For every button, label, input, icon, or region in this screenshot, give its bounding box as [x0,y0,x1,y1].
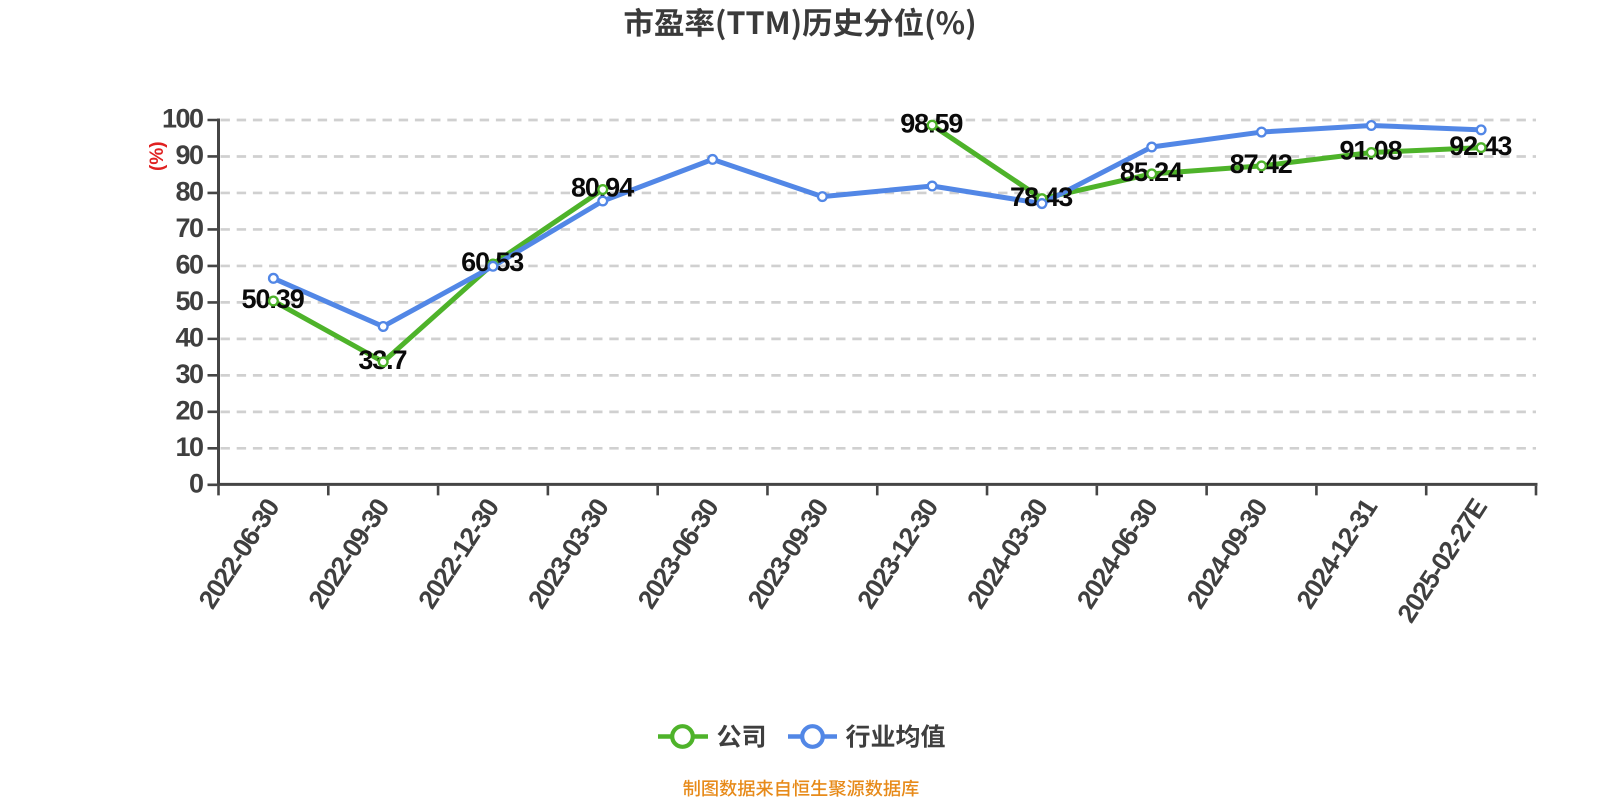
svg-text:0: 0 [189,468,203,498]
svg-text:10: 10 [175,432,203,462]
svg-text:(%): (%) [147,141,168,171]
svg-text:90: 90 [175,140,203,170]
svg-text:100: 100 [162,104,203,134]
svg-text:50: 50 [175,286,203,316]
svg-text:20: 20 [175,395,203,425]
svg-text:60: 60 [175,250,203,280]
svg-text:70: 70 [175,213,203,243]
svg-text:40: 40 [175,323,203,353]
svg-text:80: 80 [175,177,203,207]
svg-text:30: 30 [175,359,203,389]
